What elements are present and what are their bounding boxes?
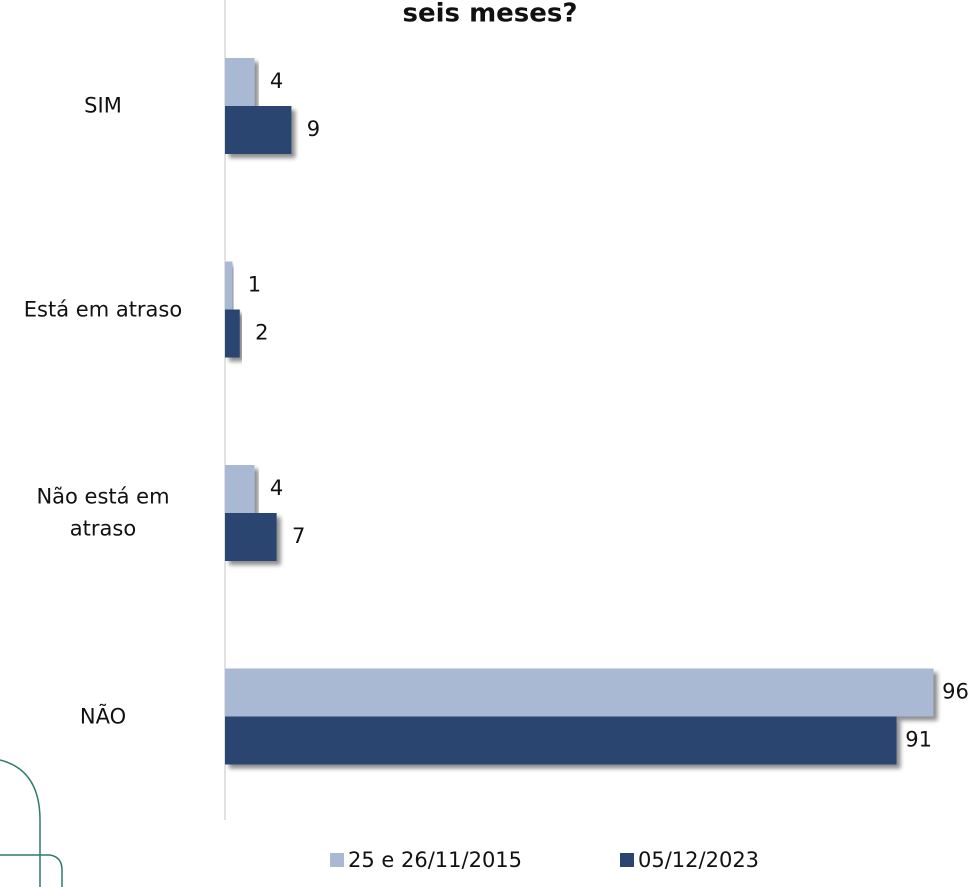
legend-swatch — [620, 853, 634, 867]
legend-swatch — [330, 853, 344, 867]
bar — [225, 465, 255, 513]
data-label: 4 — [270, 476, 283, 500]
category-label: SIM — [84, 93, 122, 118]
bar — [225, 58, 255, 106]
data-label: 91 — [905, 728, 932, 752]
category-label: Está em atraso — [23, 296, 183, 321]
data-label: 9 — [307, 117, 320, 141]
bar — [225, 261, 233, 310]
bar — [225, 106, 292, 154]
data-label: 7 — [292, 524, 305, 548]
bar — [225, 716, 897, 765]
bar — [225, 668, 934, 717]
chart-title: seis meses? — [403, 0, 578, 29]
data-label: 2 — [255, 321, 268, 345]
data-label: 4 — [270, 69, 283, 93]
bar — [225, 309, 240, 358]
bar — [225, 513, 277, 561]
legend-label: 05/12/2023 — [638, 848, 759, 872]
category-label: Não está em atraso — [36, 484, 170, 541]
data-label: 1 — [248, 273, 261, 297]
category-label: NÃO — [79, 703, 127, 728]
decoration — [0, 759, 63, 887]
legend-label: 25 e 26/11/2015 — [348, 848, 522, 872]
data-label: 96 — [942, 680, 969, 704]
